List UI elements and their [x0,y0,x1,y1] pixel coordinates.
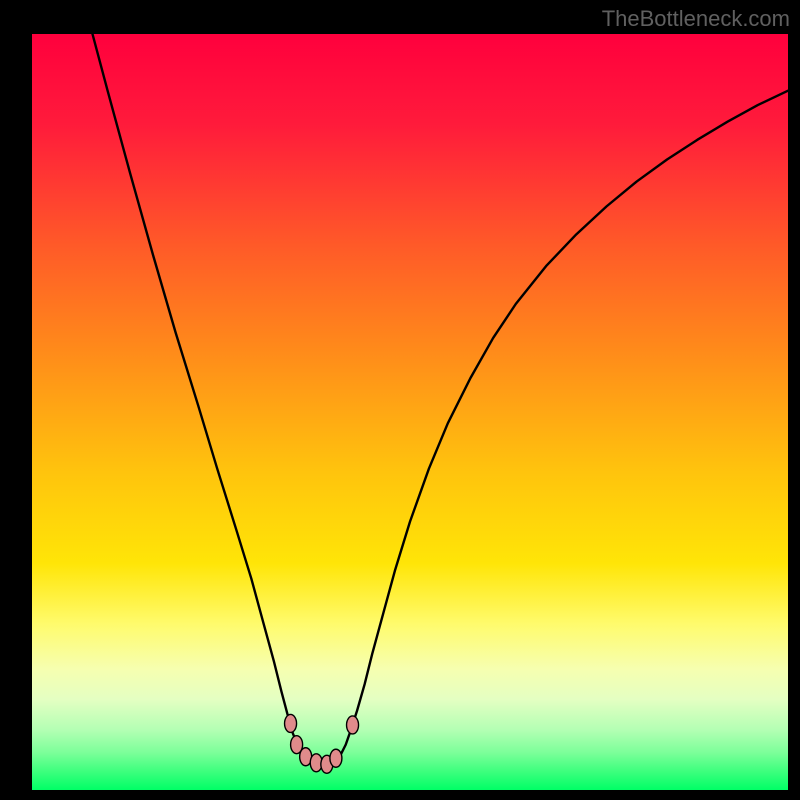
plot-svg [32,34,788,790]
marker-point [285,714,297,732]
plot-area [32,34,788,790]
chart-canvas: TheBottleneck.com [0,0,800,800]
marker-point [347,716,359,734]
marker-point [330,749,342,767]
watermark-label: TheBottleneck.com [602,6,790,32]
gradient-background [32,34,788,790]
